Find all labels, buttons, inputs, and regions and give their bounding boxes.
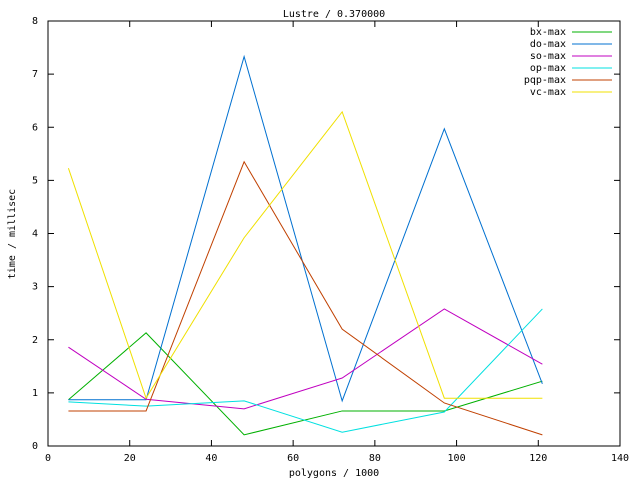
x-tick-label: 20 <box>124 453 136 464</box>
y-tick-label: 0 <box>32 441 38 452</box>
x-tick-label: 100 <box>448 453 466 464</box>
legend-label: bx-max <box>530 27 566 38</box>
y-tick-label: 4 <box>32 229 38 240</box>
chart-title: Lustre / 0.370000 <box>283 9 385 20</box>
x-tick-label: 40 <box>205 453 217 464</box>
x-tick-label: 0 <box>45 453 51 464</box>
legend-label: so-max <box>530 51 566 62</box>
y-tick-label: 5 <box>32 175 38 186</box>
y-tick-label: 7 <box>32 69 38 80</box>
series-line <box>68 54 543 403</box>
legend-label: pqp-max <box>524 75 566 86</box>
y-tick-label: 6 <box>32 122 38 133</box>
y-tick-label: 1 <box>32 388 38 399</box>
x-axis-label: polygons / 1000 <box>289 468 379 479</box>
series-line <box>68 160 543 436</box>
x-tick-label: 120 <box>529 453 547 464</box>
legend-label: vc-max <box>530 87 566 98</box>
series-line <box>68 308 543 433</box>
series-line <box>68 308 543 410</box>
y-tick-label: 2 <box>32 335 38 346</box>
y-tick-label: 8 <box>32 16 38 27</box>
y-tick-label: 3 <box>32 282 38 293</box>
x-tick-label: 140 <box>611 453 629 464</box>
series-line <box>68 332 543 436</box>
series-line <box>67 110 543 400</box>
y-axis-label: time / millisec <box>7 189 18 279</box>
x-tick-label: 80 <box>369 453 381 464</box>
legend-label: op-max <box>530 63 566 74</box>
x-tick-label: 60 <box>287 453 299 464</box>
legend-label: do-max <box>530 39 566 50</box>
